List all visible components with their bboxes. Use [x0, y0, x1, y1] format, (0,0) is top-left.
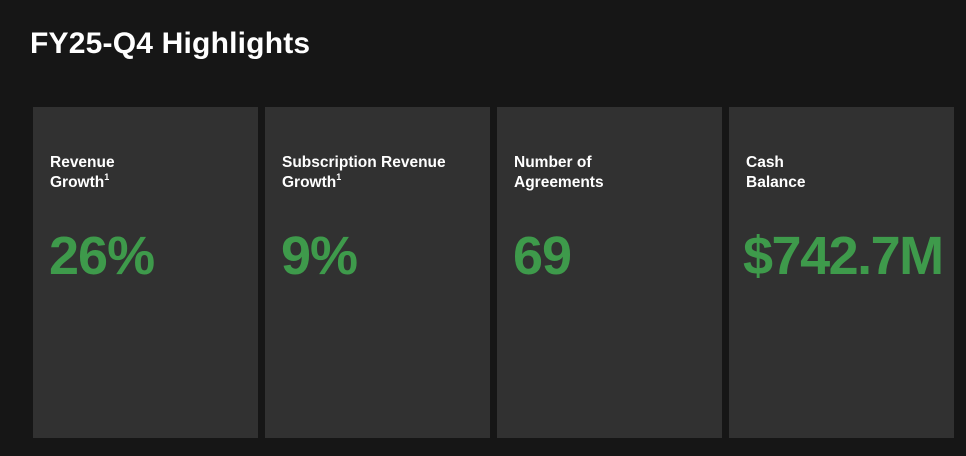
card-value: 69: [513, 226, 572, 286]
footnote-marker: 1: [336, 171, 342, 182]
card-label: Number of Agreements: [514, 153, 714, 193]
card-label: Cash Balance: [746, 153, 946, 193]
highlight-cards: Revenue Growth1 26% Subscription Revenue…: [33, 107, 954, 438]
card-label-line2: Growth1: [50, 171, 250, 193]
card-label: Revenue Growth1: [50, 153, 250, 193]
card-label-line1: Cash: [746, 154, 784, 171]
page-title: FY25-Q4 Highlights: [30, 27, 311, 60]
card-cash-balance: Cash Balance $742.7M: [729, 107, 954, 438]
card-label: Subscription Revenue Growth1: [282, 153, 482, 193]
card-value: 26%: [49, 226, 155, 286]
card-value: 9%: [281, 226, 358, 286]
card-label-line1: Subscription Revenue: [282, 154, 446, 171]
card-label-line1: Number of: [514, 154, 592, 171]
card-label-line2: Growth1: [282, 171, 482, 193]
card-label-line1: Revenue: [50, 154, 115, 171]
card-label-line2: Balance: [746, 174, 806, 191]
card-label-line2-text: Growth: [50, 174, 105, 191]
card-subscription-revenue-growth: Subscription Revenue Growth1 9%: [265, 107, 490, 438]
card-label-line2: Agreements: [514, 174, 604, 191]
card-revenue-growth: Revenue Growth1 26%: [33, 107, 258, 438]
footnote-marker: 1: [104, 171, 110, 182]
card-label-line2-text: Growth: [282, 174, 337, 191]
card-value: $742.7M: [743, 226, 944, 286]
card-number-of-agreements: Number of Agreements 69: [497, 107, 722, 438]
